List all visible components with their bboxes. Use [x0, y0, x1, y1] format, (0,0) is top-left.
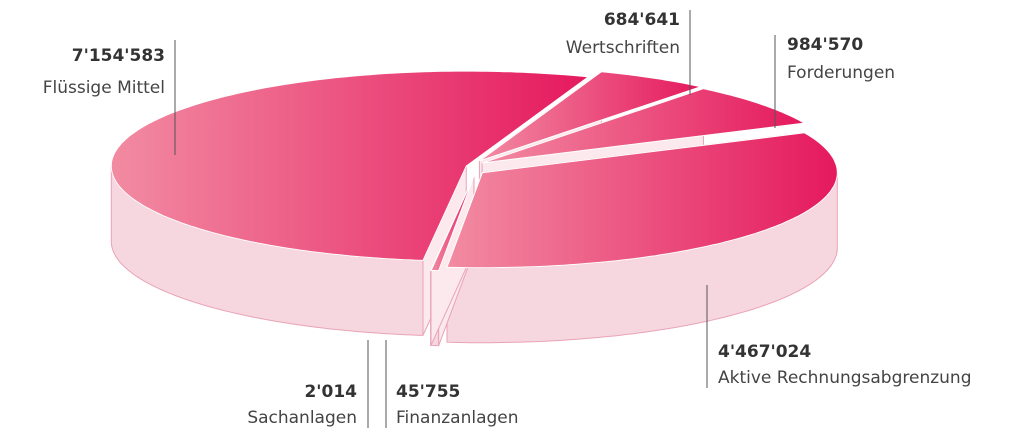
slice-label: Finanzanlagen — [396, 408, 519, 428]
slice — [446, 132, 838, 269]
value-label: 4'467'024 — [718, 342, 811, 362]
value-label: 984'570 — [787, 35, 863, 55]
slice — [429, 175, 475, 271]
pie — [110, 70, 838, 347]
value-label: 684'641 — [604, 10, 680, 30]
slice-label: Flüssige Mittel — [43, 78, 165, 98]
value-label: 7'154'583 — [72, 46, 165, 66]
slice-label: Aktive Rechnungsabgrenzung — [718, 368, 972, 388]
slice-label: Forderungen — [787, 63, 895, 83]
slice-label: Sachanlagen — [247, 408, 357, 428]
slice — [481, 88, 806, 164]
slice — [479, 71, 703, 162]
slice-label: Wertschriften — [566, 38, 680, 58]
value-label: 45'755 — [396, 382, 460, 402]
value-label: 2'014 — [304, 382, 357, 402]
slice — [110, 70, 590, 261]
